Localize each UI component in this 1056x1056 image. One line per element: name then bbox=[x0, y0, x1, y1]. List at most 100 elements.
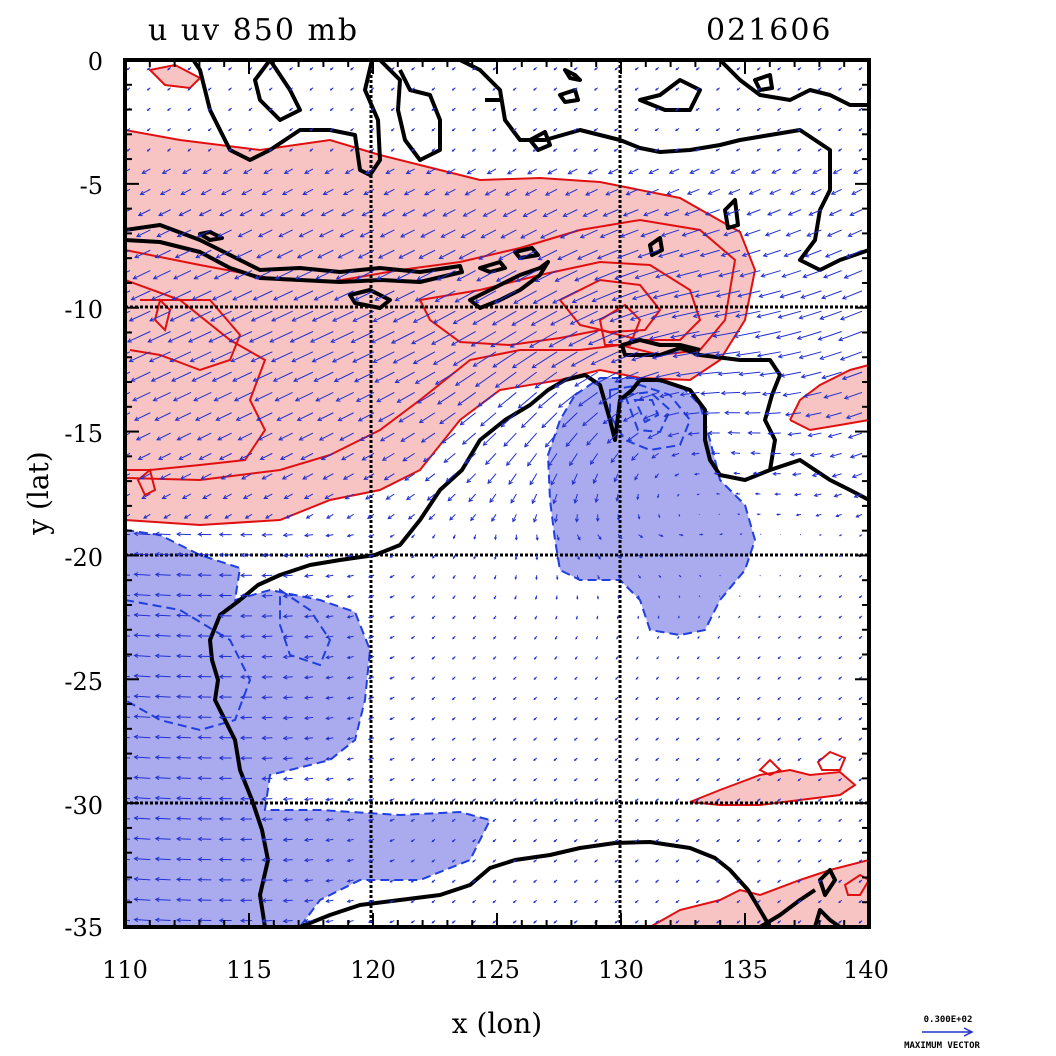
wind-vector bbox=[464, 188, 476, 196]
wind-vector bbox=[350, 331, 375, 343]
wind-vector bbox=[410, 737, 415, 741]
wind-vector bbox=[220, 188, 232, 196]
wind-vector bbox=[198, 209, 212, 217]
wind-vector bbox=[512, 838, 517, 843]
wind-vector bbox=[438, 249, 456, 260]
wind-vector bbox=[346, 716, 354, 721]
wind-vector bbox=[389, 798, 395, 802]
wind-vector bbox=[634, 920, 639, 924]
wind-vector bbox=[383, 188, 395, 196]
wind-vector bbox=[303, 858, 314, 863]
wind-vector bbox=[699, 574, 702, 577]
wind-vector bbox=[738, 615, 741, 619]
wind-vector bbox=[303, 593, 314, 599]
wind-vector bbox=[617, 595, 620, 600]
wind-vector bbox=[492, 920, 497, 924]
wind-vector bbox=[736, 920, 741, 924]
wind-vector bbox=[573, 838, 578, 843]
wind-vector bbox=[689, 168, 700, 174]
wind-vector bbox=[472, 676, 477, 680]
wind-vector bbox=[432, 310, 456, 324]
wind-vector bbox=[125, 614, 130, 617]
wind-vector bbox=[736, 107, 741, 111]
wind-vector bbox=[695, 920, 700, 924]
wind-vector bbox=[133, 531, 151, 537]
wind-vector bbox=[514, 371, 537, 389]
wind-vector bbox=[757, 676, 761, 680]
wind-vector bbox=[625, 188, 639, 196]
wind-vector bbox=[614, 777, 619, 782]
wind-vector bbox=[817, 127, 822, 132]
wind-vector bbox=[218, 816, 232, 822]
wind-vector bbox=[812, 168, 822, 174]
wind-vector bbox=[553, 818, 558, 822]
wind-vector bbox=[457, 392, 476, 406]
wind-vector bbox=[617, 554, 622, 560]
wind-vector bbox=[492, 676, 497, 680]
wind-vector bbox=[281, 473, 293, 480]
wind-vector bbox=[616, 514, 621, 521]
wind-vector bbox=[769, 451, 781, 456]
wind-vector bbox=[553, 899, 558, 904]
wind-vector bbox=[346, 899, 354, 903]
x-tick-label: 135 bbox=[722, 956, 768, 984]
wind-vector bbox=[739, 270, 761, 278]
wind-vector bbox=[309, 331, 334, 343]
wind-vector bbox=[659, 391, 680, 399]
wind-vector bbox=[777, 859, 782, 863]
wind-vector bbox=[197, 877, 212, 883]
wind-vector bbox=[167, 127, 171, 132]
wind-vector bbox=[616, 615, 619, 620]
wind-vector bbox=[176, 755, 191, 760]
wind-vector bbox=[410, 615, 415, 619]
wind-vector bbox=[268, 87, 273, 91]
wind-vector bbox=[295, 270, 314, 280]
wind-vector bbox=[281, 188, 293, 196]
wind-vector bbox=[638, 554, 643, 559]
wind-vector bbox=[261, 473, 273, 480]
wind-vector bbox=[279, 452, 293, 460]
lat-lon-grid bbox=[125, 60, 869, 927]
wind-vector bbox=[257, 229, 273, 238]
wind-vector bbox=[239, 918, 252, 924]
wind-vector bbox=[232, 290, 253, 301]
wind-vector bbox=[207, 87, 212, 91]
wind-vector bbox=[445, 473, 456, 483]
wind-vector bbox=[602, 209, 619, 217]
wind-vector bbox=[858, 737, 863, 741]
wind-vector bbox=[309, 107, 314, 111]
wind-vector bbox=[452, 574, 456, 580]
wind-vector bbox=[764, 411, 781, 416]
wind-vector bbox=[838, 818, 843, 822]
wind-vector bbox=[511, 310, 537, 326]
wind-vector bbox=[736, 859, 741, 863]
wind-vector bbox=[325, 838, 334, 843]
wind-vector bbox=[154, 572, 171, 577]
wind-vector bbox=[573, 67, 578, 71]
wind-vector bbox=[125, 797, 130, 800]
wind-vector bbox=[194, 412, 212, 421]
wind-vector bbox=[189, 351, 212, 363]
wind-vector bbox=[573, 757, 578, 761]
wind-vector bbox=[468, 493, 477, 503]
wind-vector bbox=[735, 351, 761, 358]
wind-vector bbox=[154, 775, 171, 781]
wind-vector bbox=[218, 877, 232, 883]
wind-vector bbox=[756, 879, 761, 883]
wind-vector bbox=[767, 209, 781, 216]
wind-vector bbox=[597, 554, 601, 560]
wind-vector bbox=[554, 270, 578, 282]
wind-vector bbox=[573, 777, 578, 782]
wind-vector bbox=[376, 270, 395, 280]
wind-vector bbox=[757, 635, 761, 639]
wind-vector bbox=[787, 431, 802, 437]
wind-vector bbox=[797, 777, 802, 782]
wind-vector bbox=[193, 391, 212, 402]
wind-vector bbox=[282, 553, 293, 558]
wind-vector bbox=[776, 148, 781, 152]
wind-vector bbox=[817, 696, 822, 700]
wind-vector bbox=[556, 534, 560, 541]
wind-vector bbox=[390, 127, 395, 132]
wind-vector bbox=[616, 249, 639, 259]
wind-vector bbox=[431, 798, 436, 802]
